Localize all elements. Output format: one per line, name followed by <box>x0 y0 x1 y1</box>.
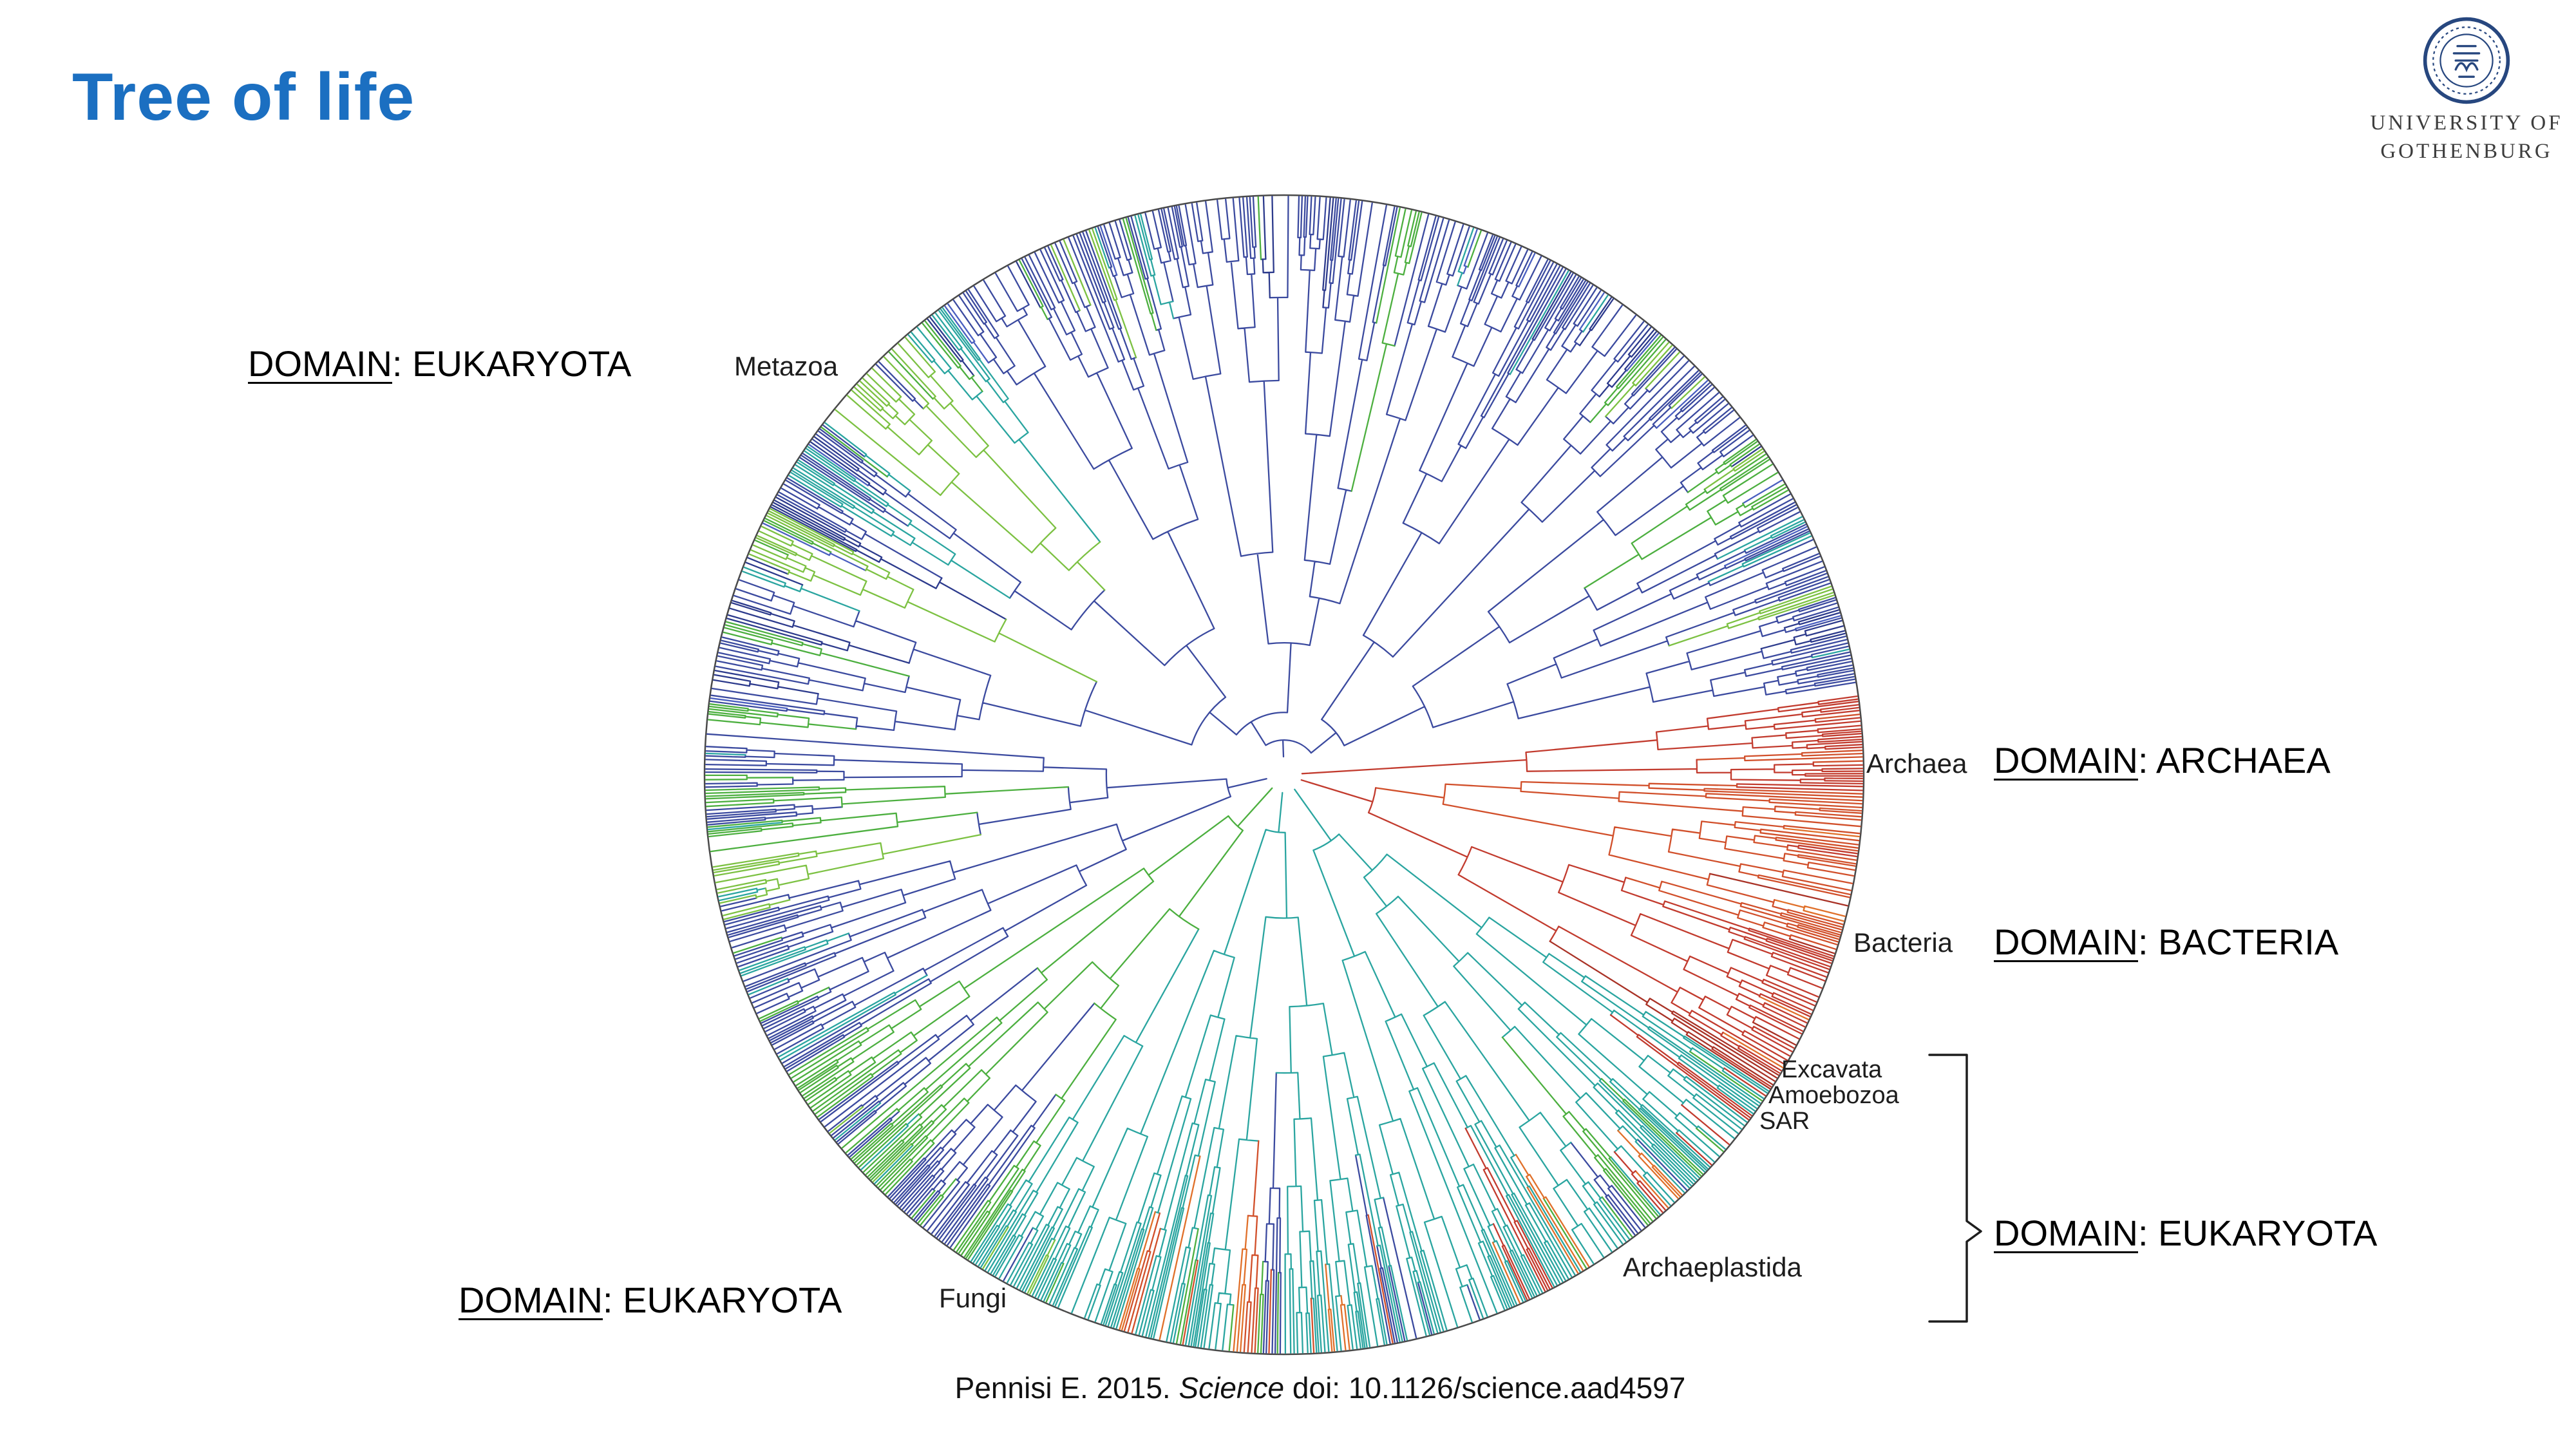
clade-label-archaeplastida: Archaeplastida <box>1623 1252 1802 1282</box>
clade-label-excavata: Excavata <box>1781 1056 1882 1083</box>
eukaryota-brace <box>1928 1054 1982 1323</box>
domain-value: ARCHAEA <box>2156 740 2331 781</box>
domain-word: DOMAIN <box>1994 1213 2138 1253</box>
university-logo: UNIVERSITY OF GOTHENBURG <box>2331 15 2576 166</box>
domain-label-eukaryota-top-left: DOMAIN: EUKARYOTA <box>248 343 631 384</box>
clade-label-fungi: Fungi <box>939 1283 1007 1313</box>
domain-separator: : <box>2138 740 2157 781</box>
domain-label-eukaryota-bottom-left: DOMAIN: EUKARYOTA <box>459 1279 842 1321</box>
domain-separator: : <box>2138 922 2159 962</box>
domain-value: EUKARYOTA <box>623 1280 842 1320</box>
university-seal-icon <box>2423 17 2510 104</box>
clade-label-amoebozoa: Amoebozoa <box>1768 1082 1899 1109</box>
page-title: Tree of life <box>72 60 415 135</box>
domain-label-bacteria: DOMAIN: BACTERIA <box>1994 921 2338 963</box>
domain-label-archaea: DOMAIN: ARCHAEA <box>1994 739 2331 781</box>
domain-value: EUKARYOTA <box>2158 1213 2378 1253</box>
clade-label-metazoa: Metazoa <box>734 351 838 381</box>
clade-label-sar: SAR <box>1759 1108 1810 1135</box>
citation-journal: Science <box>1179 1371 1285 1405</box>
tree-branches <box>705 195 1864 1354</box>
logo-text-line2: GOTHENBURG <box>2380 140 2553 163</box>
domain-separator: : <box>603 1280 623 1320</box>
domain-separator: : <box>392 343 413 384</box>
domain-value: BACTERIA <box>2158 922 2339 962</box>
domain-separator: : <box>2138 1213 2159 1253</box>
clade-label-bacteria: Bacteria <box>1853 927 1953 958</box>
domain-word: DOMAIN <box>1994 922 2138 962</box>
domain-label-eukaryota-right: DOMAIN: EUKARYOTA <box>1994 1212 2377 1254</box>
domain-word: DOMAIN <box>459 1280 603 1320</box>
domain-word: DOMAIN <box>1994 740 2138 781</box>
logo-text-line1: UNIVERSITY OF <box>2370 111 2563 135</box>
clade-label-archaea: Archaea <box>1866 748 1967 779</box>
citation-before: Pennisi E. 2015. <box>954 1371 1179 1405</box>
domain-value: EUKARYOTA <box>412 343 632 384</box>
domain-word: DOMAIN <box>248 343 392 384</box>
citation: Pennisi E. 2015. Science doi: 10.1126/sc… <box>708 1370 1932 1405</box>
tree-outer-circle <box>703 194 1865 1356</box>
citation-after: doi: 10.1126/science.aad4597 <box>1284 1371 1686 1405</box>
